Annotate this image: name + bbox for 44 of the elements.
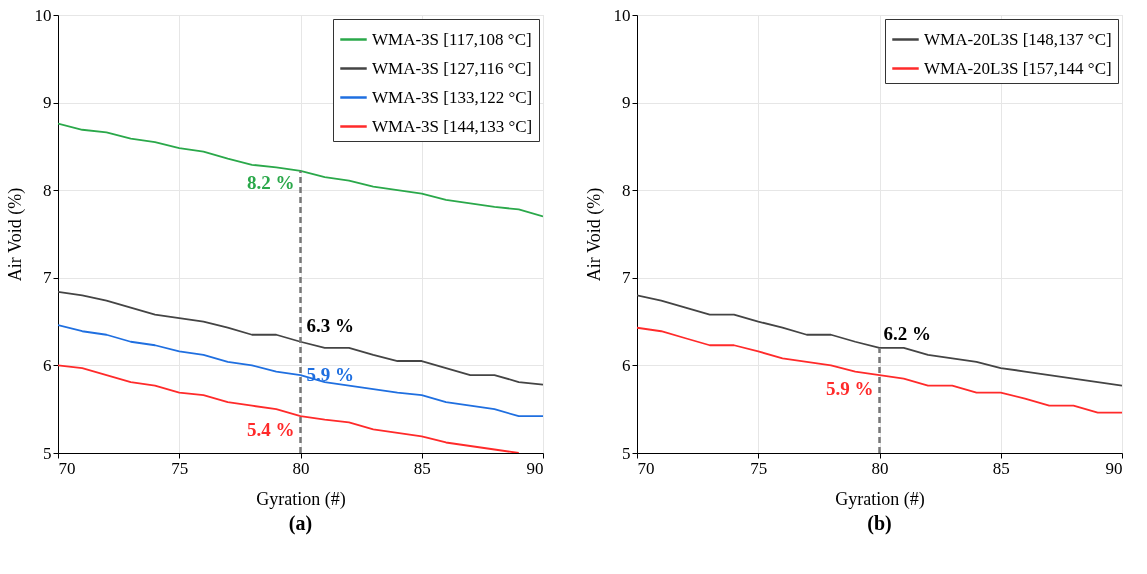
x-tick-label: 80 xyxy=(292,458,310,478)
text: (b) xyxy=(867,512,892,535)
y-tick-label: 7 xyxy=(622,268,631,288)
y-tick-label: 6 xyxy=(43,355,52,375)
x-tick-label: 75 xyxy=(750,458,768,478)
y-tick-label: 7 xyxy=(43,268,52,288)
annotation: 5.9 % xyxy=(826,378,874,400)
y-tick-label: 6 xyxy=(622,355,631,375)
x-tick-label: 70 xyxy=(58,458,76,478)
y-tick-label: 10 xyxy=(34,5,52,25)
annotation: 6.2 % xyxy=(883,322,931,344)
line-series xyxy=(58,290,543,386)
x-axis-title: Gyration (#) xyxy=(256,488,346,510)
y-axis-title: Air Void (%) xyxy=(4,187,26,282)
y-tick-label: 5 xyxy=(622,443,631,463)
y-axis-title: Air Void (%) xyxy=(583,187,605,282)
text: (a) xyxy=(288,512,313,535)
line-series xyxy=(58,122,543,218)
x-tick-label: 85 xyxy=(413,458,431,478)
annotation: 8.2 % xyxy=(247,171,295,193)
y-tick-label: 9 xyxy=(622,93,631,113)
x-tick-label: 75 xyxy=(171,458,189,478)
legend-label: WMA-20L3S [148,137 °C] xyxy=(924,29,1112,49)
legend-label: WMA-3S [133,122 °C] xyxy=(372,87,533,107)
y-tick-label: 9 xyxy=(43,93,52,113)
y-tick-label: 8 xyxy=(43,180,52,200)
x-tick-label: 70 xyxy=(637,458,655,478)
x-axis-title: Gyration (#) xyxy=(835,488,925,510)
y-tick-label: 8 xyxy=(622,180,631,200)
legend-label: WMA-3S [117,108 °C] xyxy=(372,29,532,49)
line-series xyxy=(58,364,520,453)
x-tick-label: 90 xyxy=(1105,458,1123,478)
x-tick-label: 85 xyxy=(992,458,1010,478)
legend-label: WMA-20L3S [157,144 °C] xyxy=(924,58,1112,78)
legend-label: WMA-3S [127,116 °C] xyxy=(372,58,532,78)
x-tick-label: 90 xyxy=(526,458,544,478)
x-tick-label: 80 xyxy=(871,458,889,478)
y-tick-label: 5 xyxy=(43,443,52,463)
y-tick-label: 10 xyxy=(613,5,631,25)
line-series xyxy=(637,326,1122,414)
legend-label: WMA-3S [144,133 °C] xyxy=(372,116,533,136)
annotation: 6.3 % xyxy=(306,314,354,336)
annotation: 5.4 % xyxy=(247,419,295,441)
annotation: 5.9 % xyxy=(306,364,354,386)
